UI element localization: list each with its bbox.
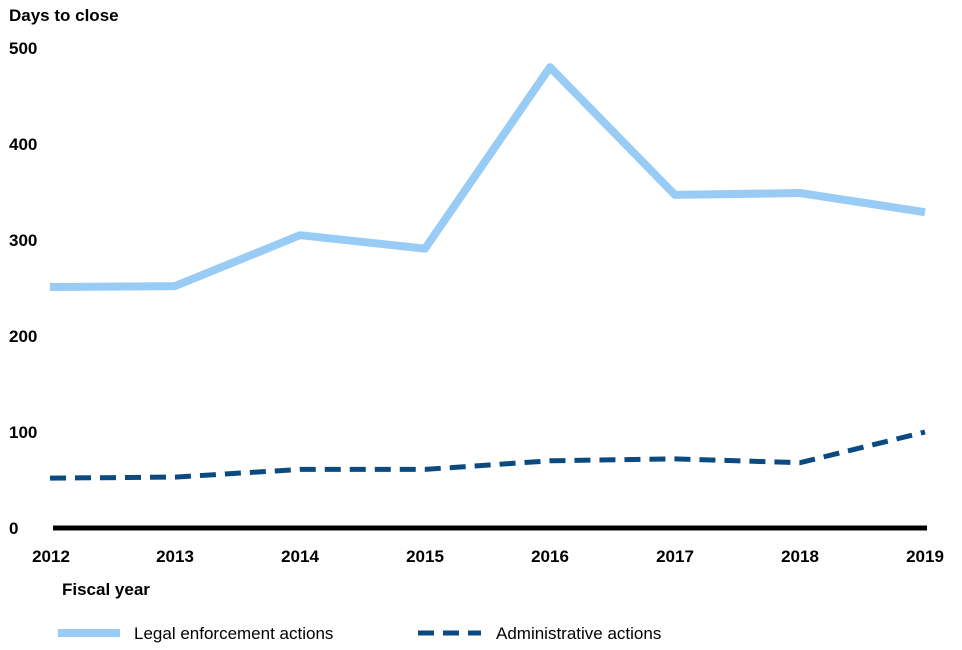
y-tick-label: 200 <box>9 327 37 346</box>
series-lines <box>49 63 926 481</box>
x-tick-label: 2017 <box>656 547 694 566</box>
x-tick-label: 2012 <box>32 547 70 566</box>
x-tick-label: 2015 <box>406 547 444 566</box>
y-tick-label: 400 <box>9 135 37 154</box>
legend-label: Legal enforcement actions <box>134 624 333 643</box>
x-tick-label: 2016 <box>531 547 569 566</box>
x-tick-label: 2018 <box>781 547 819 566</box>
y-tick-label: 500 <box>9 39 37 58</box>
y-axis-ticks: 0 100 200 300 400 500 <box>9 39 37 538</box>
y-tick-label: 300 <box>9 231 37 250</box>
series-line-administrative <box>49 429 926 481</box>
legend: Legal enforcement actions Administrative … <box>58 624 661 643</box>
y-axis-title: Days to close <box>9 6 119 25</box>
x-tick-label: 2013 <box>156 547 194 566</box>
x-tick-label: 2014 <box>281 547 319 566</box>
y-tick-label: 0 <box>9 519 18 538</box>
x-tick-label: 2019 <box>906 547 944 566</box>
x-axis-ticks: 2012 2013 2014 2015 2016 2017 2018 2019 <box>32 547 944 566</box>
x-axis-title: Fiscal year <box>62 580 150 599</box>
series-line-legal-enforcement <box>49 63 926 291</box>
y-tick-label: 100 <box>9 423 37 442</box>
legend-label: Administrative actions <box>496 624 661 643</box>
